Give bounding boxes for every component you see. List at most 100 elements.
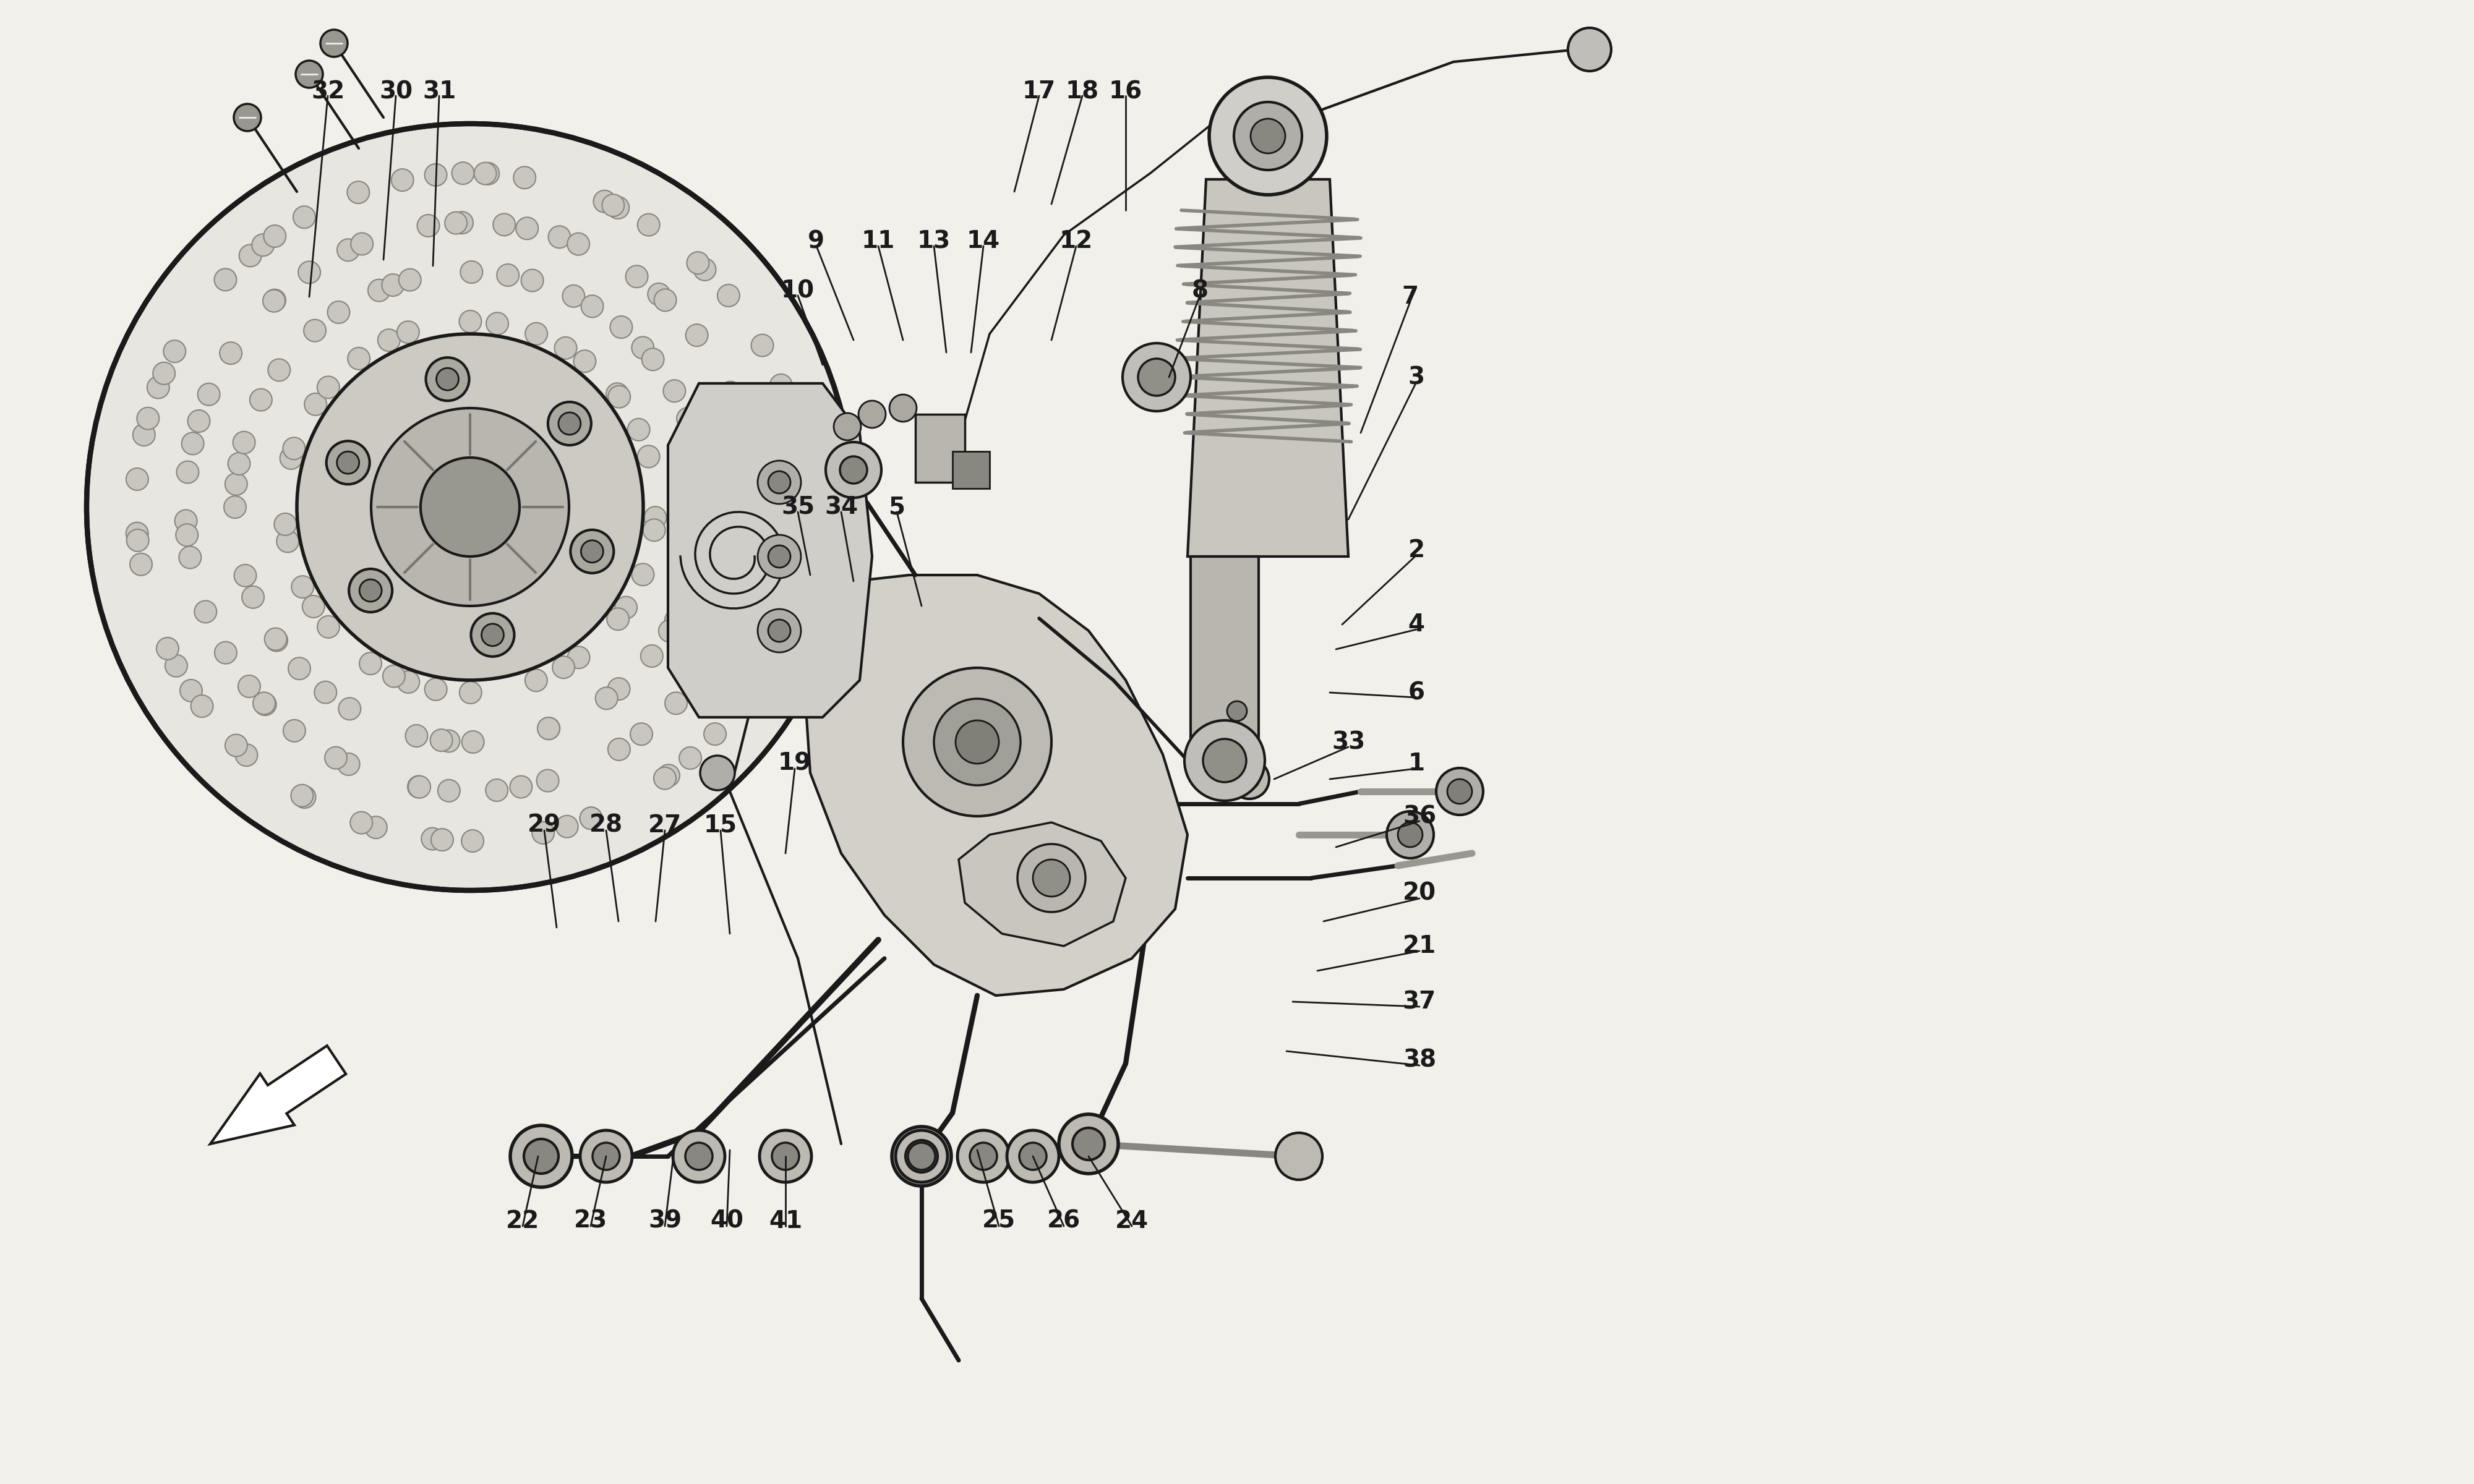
Circle shape bbox=[606, 608, 628, 631]
Circle shape bbox=[673, 1131, 725, 1183]
Circle shape bbox=[638, 445, 661, 467]
Circle shape bbox=[742, 531, 764, 554]
Circle shape bbox=[905, 1140, 938, 1172]
Circle shape bbox=[252, 234, 275, 257]
Circle shape bbox=[574, 350, 596, 372]
Circle shape bbox=[267, 359, 289, 381]
Circle shape bbox=[233, 104, 262, 131]
Circle shape bbox=[250, 389, 272, 411]
Circle shape bbox=[228, 453, 250, 475]
Circle shape bbox=[329, 454, 351, 476]
Circle shape bbox=[606, 196, 628, 218]
Circle shape bbox=[349, 568, 393, 611]
Circle shape bbox=[567, 233, 589, 255]
Circle shape bbox=[628, 418, 651, 441]
Circle shape bbox=[505, 368, 527, 390]
Circle shape bbox=[292, 576, 314, 598]
Circle shape bbox=[1185, 720, 1264, 801]
Circle shape bbox=[438, 779, 460, 801]
Text: 28: 28 bbox=[589, 813, 623, 837]
Text: 21: 21 bbox=[1403, 935, 1437, 957]
Circle shape bbox=[176, 524, 198, 546]
Circle shape bbox=[658, 620, 680, 643]
Circle shape bbox=[705, 723, 727, 745]
Circle shape bbox=[324, 505, 346, 527]
Circle shape bbox=[903, 668, 1051, 816]
Circle shape bbox=[492, 214, 515, 236]
Circle shape bbox=[891, 1126, 950, 1186]
Circle shape bbox=[235, 564, 257, 586]
Text: 18: 18 bbox=[1066, 80, 1098, 104]
Circle shape bbox=[426, 678, 448, 700]
Circle shape bbox=[547, 402, 591, 445]
Circle shape bbox=[408, 776, 430, 798]
Circle shape bbox=[364, 816, 386, 838]
Circle shape bbox=[178, 546, 200, 568]
Circle shape bbox=[190, 695, 213, 717]
Circle shape bbox=[653, 767, 675, 789]
Circle shape bbox=[641, 349, 663, 371]
Text: 12: 12 bbox=[1059, 230, 1094, 252]
Circle shape bbox=[280, 447, 302, 469]
Circle shape bbox=[730, 586, 752, 608]
Circle shape bbox=[571, 530, 614, 573]
Text: 4: 4 bbox=[1408, 613, 1425, 637]
Circle shape bbox=[398, 671, 421, 693]
Circle shape bbox=[463, 730, 485, 752]
Circle shape bbox=[742, 674, 764, 696]
Circle shape bbox=[641, 646, 663, 668]
Circle shape bbox=[282, 720, 304, 742]
Polygon shape bbox=[960, 822, 1126, 947]
Circle shape bbox=[611, 316, 633, 338]
Circle shape bbox=[693, 258, 715, 280]
Circle shape bbox=[401, 372, 423, 395]
Circle shape bbox=[688, 252, 710, 275]
Circle shape bbox=[631, 723, 653, 745]
Circle shape bbox=[198, 383, 220, 405]
Polygon shape bbox=[915, 414, 965, 482]
Circle shape bbox=[398, 617, 421, 640]
Circle shape bbox=[532, 822, 554, 844]
Circle shape bbox=[351, 233, 374, 255]
Circle shape bbox=[737, 683, 760, 705]
Text: 27: 27 bbox=[648, 813, 683, 837]
Circle shape bbox=[398, 269, 421, 291]
Circle shape bbox=[631, 564, 653, 586]
Circle shape bbox=[891, 395, 915, 421]
Circle shape bbox=[426, 358, 470, 401]
Circle shape bbox=[757, 534, 802, 579]
Circle shape bbox=[282, 438, 304, 460]
Circle shape bbox=[596, 687, 618, 709]
Circle shape bbox=[277, 530, 299, 552]
Circle shape bbox=[779, 404, 802, 426]
Circle shape bbox=[524, 375, 547, 398]
Circle shape bbox=[322, 30, 346, 56]
Circle shape bbox=[126, 467, 148, 490]
Circle shape bbox=[430, 828, 453, 850]
Circle shape bbox=[552, 656, 574, 678]
Circle shape bbox=[609, 386, 631, 408]
Circle shape bbox=[356, 586, 379, 608]
Polygon shape bbox=[1188, 180, 1348, 556]
Text: 24: 24 bbox=[1116, 1209, 1148, 1233]
Circle shape bbox=[720, 384, 742, 407]
Circle shape bbox=[767, 472, 792, 493]
Circle shape bbox=[391, 169, 413, 191]
Circle shape bbox=[594, 190, 616, 212]
Circle shape bbox=[302, 595, 324, 617]
Circle shape bbox=[631, 337, 653, 359]
Circle shape bbox=[792, 476, 814, 499]
Circle shape bbox=[379, 329, 401, 352]
Circle shape bbox=[369, 279, 391, 301]
Text: 26: 26 bbox=[1047, 1209, 1081, 1233]
Circle shape bbox=[463, 361, 485, 383]
Circle shape bbox=[314, 681, 336, 703]
Circle shape bbox=[510, 776, 532, 798]
Circle shape bbox=[680, 746, 703, 769]
Polygon shape bbox=[668, 383, 871, 717]
Text: 7: 7 bbox=[1403, 285, 1418, 309]
Polygon shape bbox=[804, 574, 1188, 996]
Text: 32: 32 bbox=[312, 80, 344, 104]
Text: 2: 2 bbox=[1408, 539, 1425, 562]
Circle shape bbox=[1007, 1131, 1059, 1183]
